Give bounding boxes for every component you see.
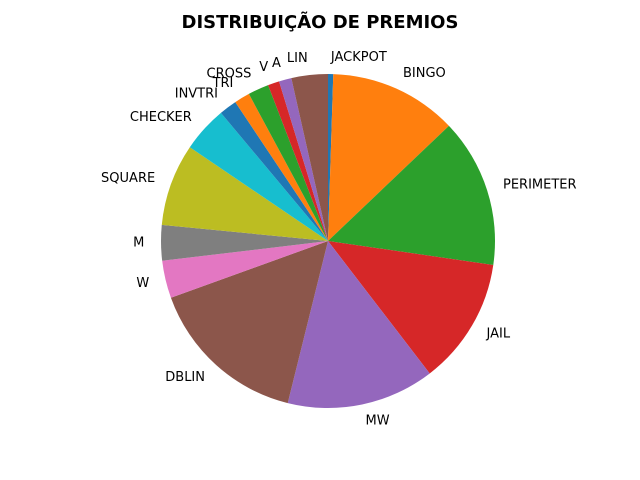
- pie-label-m: M: [133, 236, 144, 251]
- pie-label-jail: JAIL: [486, 326, 511, 341]
- pie-slice-square: [161, 147, 328, 241]
- pie-label-a: A: [272, 56, 281, 71]
- pie-label-dblin: DBLIN: [165, 370, 205, 385]
- pie-label-bingo: BINGO: [403, 66, 446, 81]
- pie-label-v: V: [259, 60, 268, 75]
- pie-slice-m: [160, 224, 328, 261]
- pie-label-perimeter: PERIMETER: [503, 178, 577, 193]
- pie-slice-mw: [287, 241, 430, 409]
- pie-slice-v: [268, 81, 328, 241]
- chart-title: DISTRIBUIÇÃO DE PREMIOS: [182, 10, 459, 33]
- pie-slice-perimeter: [328, 125, 495, 265]
- pie-label-jackpot: JACKPOT: [330, 50, 387, 65]
- pie-labels: JACKPOT BINGO PERIMETER JAIL MW DBLIN W M SQUARE…: [101, 50, 577, 428]
- pie-slice-bingo: [328, 74, 449, 241]
- pie-slice-jackpot: [328, 73, 334, 241]
- pie-slice-invtri: [220, 102, 328, 241]
- pie-label-lin: LIN: [287, 51, 308, 66]
- pie-label-checker: CHECKER: [130, 110, 192, 125]
- pie-slice-jail: [328, 241, 494, 374]
- pie-label-invtri: INVTRI: [175, 86, 218, 101]
- pie-label-w: W: [136, 276, 149, 291]
- pie-label-square: SQUARE: [101, 171, 155, 186]
- pie-label-mw: MW: [366, 413, 390, 428]
- pie-slices: [160, 73, 495, 409]
- pie-slice-dblin: [170, 241, 328, 404]
- pie-slice-cross: [248, 85, 328, 242]
- pie-slice-w: [162, 241, 328, 298]
- pie-label-tri: TRI: [212, 76, 234, 91]
- pie-label-cross: CROSS: [207, 67, 252, 82]
- pie-slice-tri: [235, 93, 328, 242]
- pie-slice-lin: [291, 74, 328, 241]
- pie-slice-checker: [189, 112, 328, 241]
- pie-slice-a: [279, 78, 328, 241]
